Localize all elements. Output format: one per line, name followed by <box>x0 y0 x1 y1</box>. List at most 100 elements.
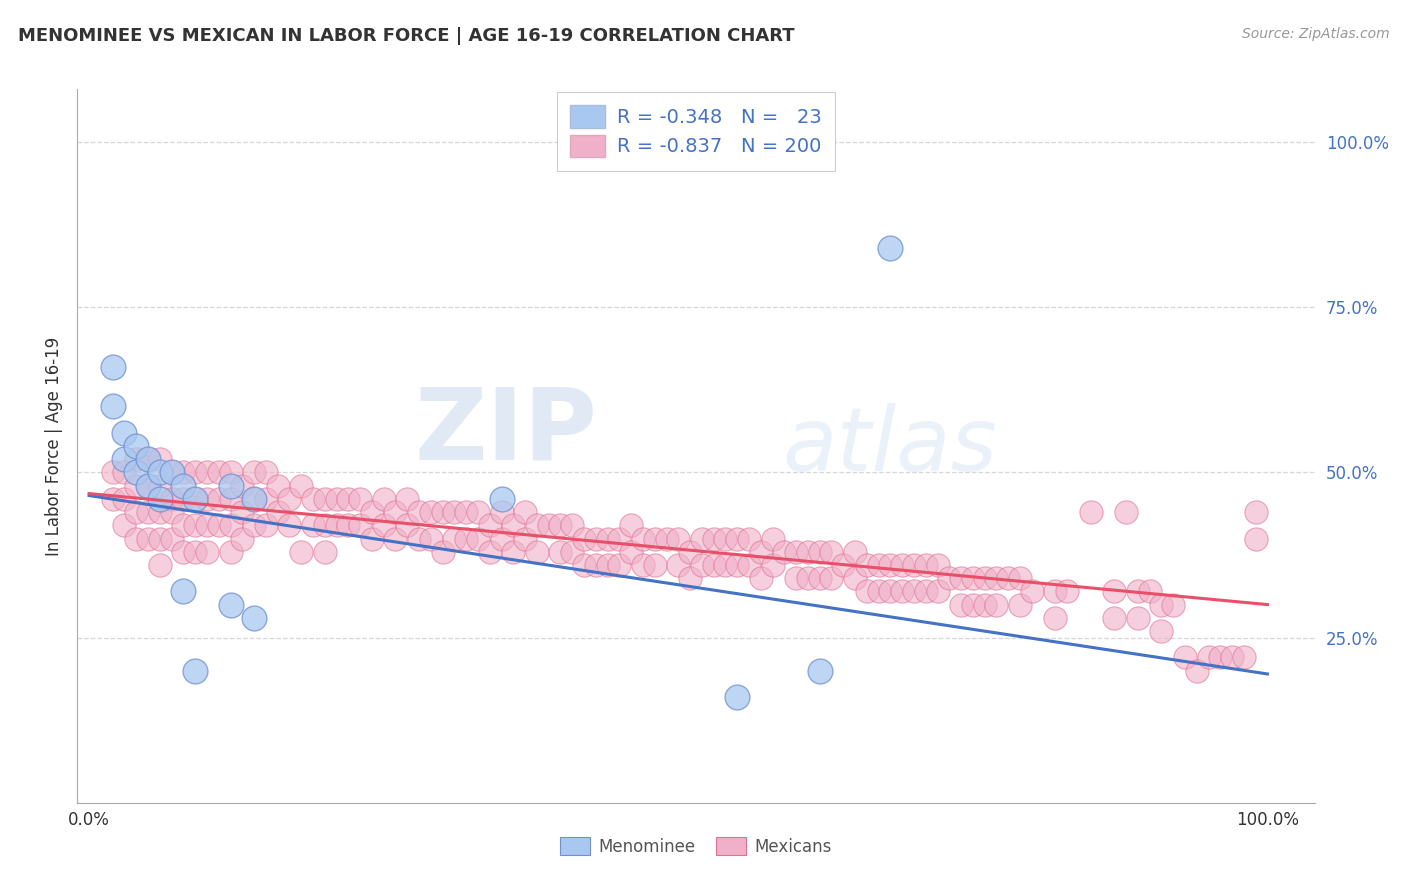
Point <box>254 466 277 480</box>
Point <box>266 478 288 492</box>
Point <box>396 491 419 506</box>
Point <box>1056 584 1078 599</box>
Point <box>160 491 183 506</box>
Point <box>136 532 159 546</box>
Point <box>738 558 761 572</box>
Point <box>879 584 901 599</box>
Point <box>349 491 371 506</box>
Point <box>550 518 572 533</box>
Point <box>149 478 172 492</box>
Point <box>160 505 183 519</box>
Point <box>184 491 207 506</box>
Point <box>195 491 218 506</box>
Text: MENOMINEE VS MEXICAN IN LABOR FORCE | AGE 16-19 CORRELATION CHART: MENOMINEE VS MEXICAN IN LABOR FORCE | AG… <box>18 27 794 45</box>
Point <box>914 558 936 572</box>
Point <box>690 558 713 572</box>
Point <box>797 571 820 585</box>
Point <box>725 690 748 704</box>
Point <box>160 466 183 480</box>
Point <box>1115 505 1137 519</box>
Point <box>432 545 454 559</box>
Point <box>891 584 914 599</box>
Point <box>149 505 172 519</box>
Point <box>136 452 159 467</box>
Point <box>172 478 194 492</box>
Point <box>114 491 136 506</box>
Point <box>561 545 583 559</box>
Point <box>491 532 513 546</box>
Point <box>125 466 148 480</box>
Point <box>361 532 384 546</box>
Point <box>513 505 536 519</box>
Point <box>1161 598 1184 612</box>
Point <box>208 518 231 533</box>
Point <box>572 532 595 546</box>
Point <box>419 505 441 519</box>
Point <box>962 571 984 585</box>
Point <box>1150 598 1173 612</box>
Point <box>254 518 277 533</box>
Point <box>973 571 995 585</box>
Point <box>396 518 419 533</box>
Point <box>491 491 513 506</box>
Point <box>456 532 478 546</box>
Point <box>1150 624 1173 638</box>
Point <box>231 532 253 546</box>
Point <box>679 545 702 559</box>
Point <box>314 518 336 533</box>
Point <box>243 491 266 506</box>
Point <box>101 466 124 480</box>
Point <box>1021 584 1043 599</box>
Point <box>195 466 218 480</box>
Point <box>1008 598 1031 612</box>
Point <box>373 491 395 506</box>
Point <box>620 545 643 559</box>
Point <box>125 505 148 519</box>
Point <box>337 491 360 506</box>
Point <box>1126 584 1149 599</box>
Point <box>502 545 524 559</box>
Point <box>302 491 325 506</box>
Point <box>125 452 148 467</box>
Point <box>725 558 748 572</box>
Y-axis label: In Labor Force | Age 16-19: In Labor Force | Age 16-19 <box>45 336 63 556</box>
Point <box>243 611 266 625</box>
Point <box>136 478 159 492</box>
Point <box>231 505 253 519</box>
Point <box>666 558 689 572</box>
Point <box>149 466 172 480</box>
Point <box>938 571 960 585</box>
Point <box>467 532 489 546</box>
Point <box>962 598 984 612</box>
Point <box>785 545 807 559</box>
Point <box>219 478 242 492</box>
Point <box>195 518 218 533</box>
Point <box>820 571 842 585</box>
Point <box>172 466 194 480</box>
Point <box>714 532 737 546</box>
Point <box>1139 584 1161 599</box>
Point <box>631 558 654 572</box>
Point <box>278 491 301 506</box>
Point <box>550 545 572 559</box>
Point <box>1174 650 1197 665</box>
Point <box>184 545 207 559</box>
Point <box>101 400 124 414</box>
Point <box>585 532 607 546</box>
Point <box>219 518 242 533</box>
Point <box>572 558 595 572</box>
Point <box>243 518 266 533</box>
Point <box>408 532 430 546</box>
Point <box>526 545 548 559</box>
Point <box>314 491 336 506</box>
Point <box>149 558 172 572</box>
Point <box>254 491 277 506</box>
Point <box>456 505 478 519</box>
Point <box>172 584 194 599</box>
Point <box>714 558 737 572</box>
Point <box>208 466 231 480</box>
Point <box>149 452 172 467</box>
Point <box>1198 650 1220 665</box>
Point <box>950 598 973 612</box>
Point <box>443 532 465 546</box>
